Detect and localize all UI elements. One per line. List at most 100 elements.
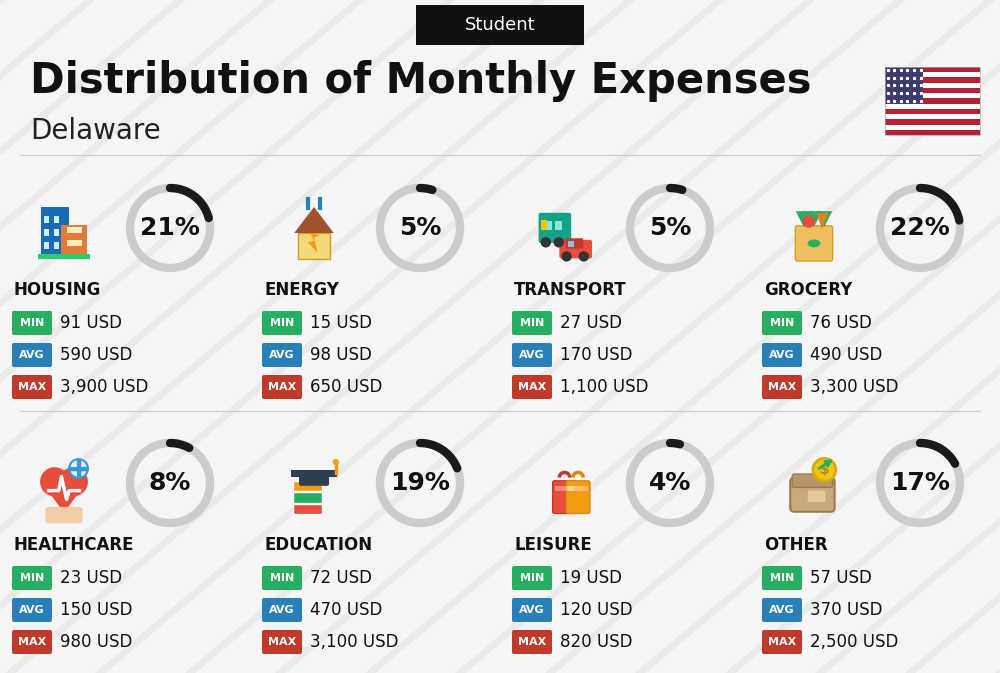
- FancyBboxPatch shape: [885, 114, 980, 119]
- Polygon shape: [806, 211, 822, 227]
- Text: 21%: 21%: [140, 216, 200, 240]
- Circle shape: [813, 458, 836, 481]
- Text: MIN: MIN: [770, 318, 794, 328]
- FancyBboxPatch shape: [41, 207, 69, 259]
- FancyBboxPatch shape: [885, 88, 980, 93]
- Text: 72 USD: 72 USD: [310, 569, 372, 587]
- Polygon shape: [796, 211, 811, 227]
- Text: MAX: MAX: [18, 382, 46, 392]
- FancyBboxPatch shape: [262, 343, 302, 367]
- FancyBboxPatch shape: [262, 375, 302, 399]
- FancyBboxPatch shape: [45, 507, 83, 523]
- Circle shape: [579, 251, 589, 262]
- Text: 23 USD: 23 USD: [60, 569, 122, 587]
- Text: 1,100 USD: 1,100 USD: [560, 378, 648, 396]
- FancyBboxPatch shape: [885, 104, 980, 109]
- FancyBboxPatch shape: [568, 242, 574, 246]
- Text: 19%: 19%: [390, 471, 450, 495]
- FancyBboxPatch shape: [67, 240, 82, 246]
- Text: AVG: AVG: [769, 605, 795, 615]
- FancyBboxPatch shape: [293, 503, 322, 514]
- FancyBboxPatch shape: [54, 229, 59, 236]
- Text: AVG: AVG: [269, 350, 295, 360]
- Ellipse shape: [807, 240, 820, 247]
- FancyBboxPatch shape: [555, 487, 574, 491]
- FancyBboxPatch shape: [12, 598, 52, 622]
- FancyBboxPatch shape: [512, 311, 552, 335]
- FancyBboxPatch shape: [293, 481, 322, 491]
- Circle shape: [40, 467, 69, 496]
- Polygon shape: [294, 207, 334, 233]
- Text: MAX: MAX: [768, 637, 796, 647]
- Text: AVG: AVG: [519, 350, 545, 360]
- Text: MAX: MAX: [268, 382, 296, 392]
- FancyBboxPatch shape: [762, 311, 802, 335]
- FancyBboxPatch shape: [61, 225, 87, 259]
- Text: $: $: [820, 463, 829, 476]
- Text: 3,300 USD: 3,300 USD: [810, 378, 898, 396]
- Text: 98 USD: 98 USD: [310, 346, 372, 364]
- Text: 820 USD: 820 USD: [560, 633, 633, 651]
- Text: 150 USD: 150 USD: [60, 601, 132, 619]
- Text: OTHER: OTHER: [764, 536, 828, 554]
- Text: MIN: MIN: [20, 318, 44, 328]
- FancyBboxPatch shape: [555, 221, 562, 230]
- Text: 120 USD: 120 USD: [560, 601, 633, 619]
- FancyBboxPatch shape: [885, 109, 980, 114]
- FancyBboxPatch shape: [44, 229, 49, 236]
- Text: AVG: AVG: [769, 350, 795, 360]
- FancyBboxPatch shape: [54, 242, 59, 248]
- FancyBboxPatch shape: [541, 220, 547, 230]
- Text: 2,500 USD: 2,500 USD: [810, 633, 898, 651]
- FancyBboxPatch shape: [885, 93, 980, 98]
- Circle shape: [561, 251, 572, 262]
- Text: 3,900 USD: 3,900 USD: [60, 378, 148, 396]
- Text: AVG: AVG: [19, 350, 45, 360]
- FancyBboxPatch shape: [262, 311, 302, 335]
- FancyBboxPatch shape: [885, 98, 980, 104]
- FancyBboxPatch shape: [512, 375, 552, 399]
- Text: 5%: 5%: [399, 216, 441, 240]
- Text: 3,100 USD: 3,100 USD: [310, 633, 398, 651]
- FancyBboxPatch shape: [12, 343, 52, 367]
- Text: MAX: MAX: [18, 637, 46, 647]
- Text: 76 USD: 76 USD: [810, 314, 872, 332]
- Text: MIN: MIN: [270, 573, 294, 583]
- FancyBboxPatch shape: [885, 130, 980, 135]
- Text: AVG: AVG: [269, 605, 295, 615]
- Text: 590 USD: 590 USD: [60, 346, 132, 364]
- Text: MAX: MAX: [268, 637, 296, 647]
- Text: 17%: 17%: [890, 471, 950, 495]
- Text: 57 USD: 57 USD: [810, 569, 872, 587]
- FancyBboxPatch shape: [512, 566, 552, 590]
- Text: MIN: MIN: [270, 318, 294, 328]
- FancyBboxPatch shape: [790, 478, 835, 511]
- Text: Distribution of Monthly Expenses: Distribution of Monthly Expenses: [30, 60, 812, 102]
- Text: 4%: 4%: [649, 471, 691, 495]
- FancyBboxPatch shape: [416, 5, 584, 45]
- FancyBboxPatch shape: [885, 67, 923, 104]
- Text: 980 USD: 980 USD: [60, 633, 132, 651]
- FancyBboxPatch shape: [885, 72, 980, 77]
- FancyBboxPatch shape: [808, 491, 825, 502]
- FancyBboxPatch shape: [762, 343, 802, 367]
- FancyBboxPatch shape: [12, 566, 52, 590]
- Text: Student: Student: [465, 16, 535, 34]
- FancyBboxPatch shape: [559, 240, 592, 258]
- FancyBboxPatch shape: [54, 216, 59, 223]
- Polygon shape: [42, 483, 86, 513]
- Text: AVG: AVG: [519, 605, 545, 615]
- FancyBboxPatch shape: [762, 630, 802, 654]
- Text: HOUSING: HOUSING: [14, 281, 101, 299]
- FancyBboxPatch shape: [762, 375, 802, 399]
- Polygon shape: [817, 213, 829, 229]
- Text: MIN: MIN: [520, 573, 544, 583]
- FancyBboxPatch shape: [762, 598, 802, 622]
- Text: MIN: MIN: [520, 318, 544, 328]
- FancyBboxPatch shape: [262, 630, 302, 654]
- FancyBboxPatch shape: [566, 481, 590, 513]
- Text: TRANSPORT: TRANSPORT: [514, 281, 627, 299]
- FancyBboxPatch shape: [553, 481, 576, 513]
- FancyBboxPatch shape: [885, 83, 980, 88]
- FancyBboxPatch shape: [44, 216, 49, 223]
